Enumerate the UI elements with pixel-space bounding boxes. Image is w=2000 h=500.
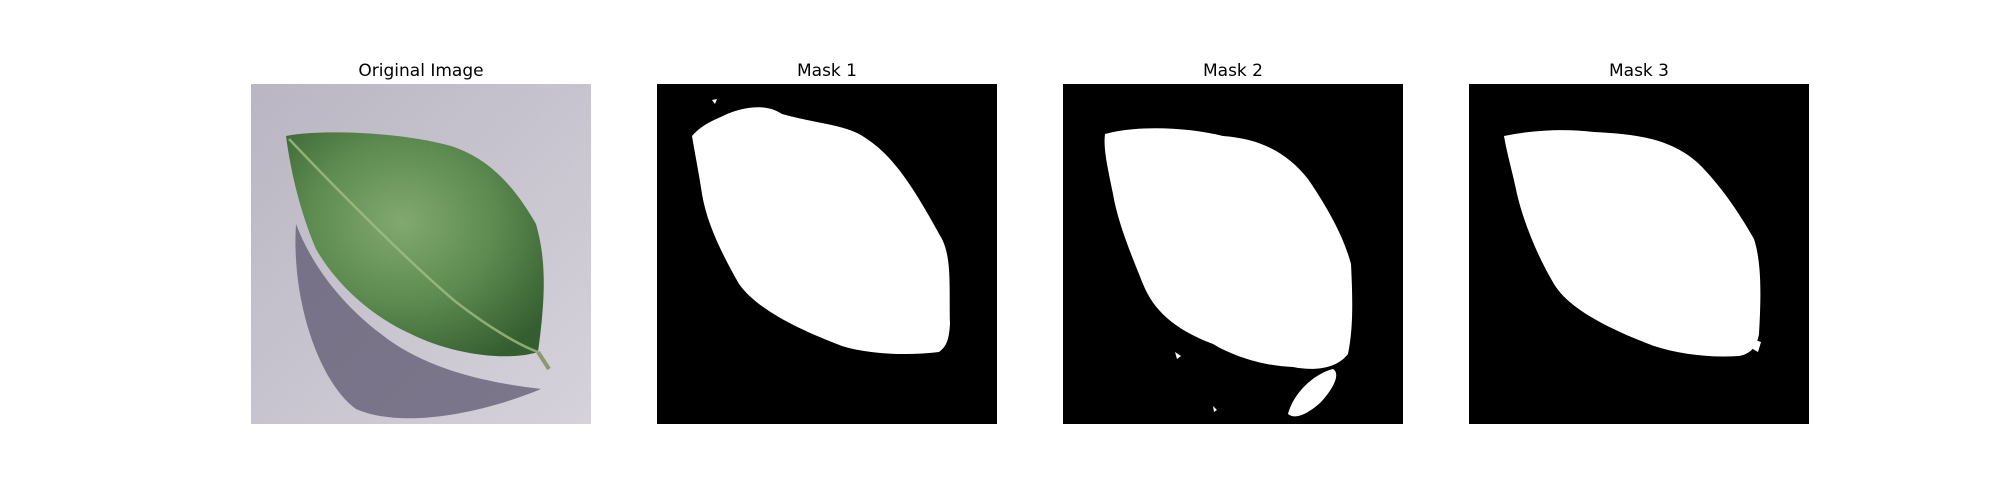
mask-3-image [1469,84,1809,424]
mask-3-panel: Mask 3 [1469,58,1809,424]
original-image-title: Original Image [358,61,484,81]
mask-1-panel: Mask 1 [657,58,997,424]
mask-3-leaf-region [1504,130,1761,357]
original-leaf-photo [251,84,591,424]
mask-1-leaf-region [692,107,950,354]
mask-2-panel: Mask 2 [1063,58,1403,424]
mask-2-image [1063,84,1403,424]
mask-3-title: Mask 3 [1608,61,1669,81]
mask-1-image [657,84,997,424]
mask-2-title: Mask 2 [1202,61,1263,81]
mask-1-title: Mask 1 [796,61,857,81]
original-image-panel: Original Image [251,58,591,424]
leaf-shadow [295,224,541,419]
mask-2-leaf-region [1104,128,1353,369]
mask-2-stray-blob [1288,369,1337,417]
